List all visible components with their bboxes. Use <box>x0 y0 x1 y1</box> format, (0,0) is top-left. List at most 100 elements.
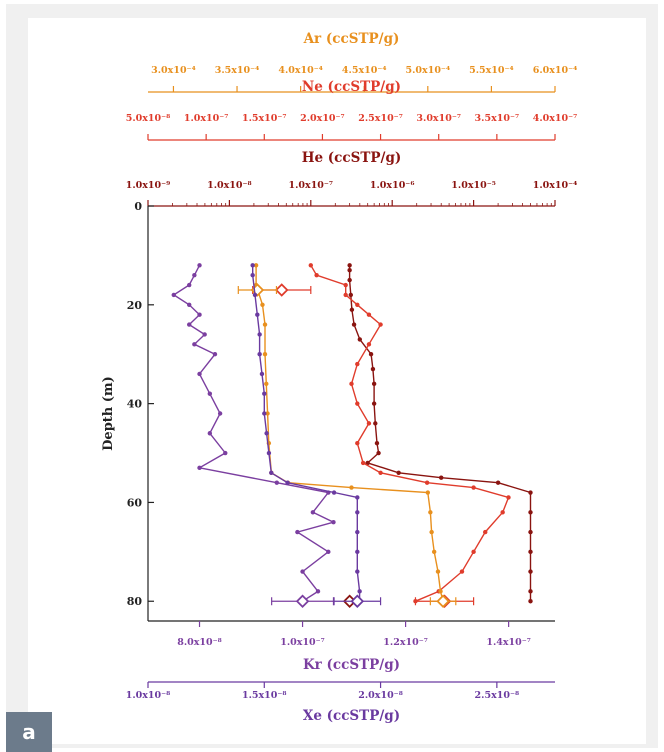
xe-data-point <box>264 431 269 436</box>
xe-data-point <box>331 490 337 495</box>
depth-axis-title: Depth (m) <box>101 376 116 451</box>
xe-data-point <box>262 391 267 396</box>
ar-tick-label: 3.0x10⁻⁴ <box>151 65 196 76</box>
ar-data-point <box>425 490 431 495</box>
ar-data-point <box>262 352 268 357</box>
he-data-point <box>374 440 380 446</box>
xe-data-point <box>285 480 290 485</box>
he-data-point <box>528 549 533 555</box>
kr-data-point <box>171 292 176 298</box>
kr-data-point <box>212 352 218 357</box>
xe-data-point <box>252 292 258 298</box>
kr-data-point <box>295 529 300 535</box>
he-data-point <box>351 322 357 327</box>
xe-data-point <box>357 589 362 594</box>
kr-data-point <box>326 549 331 555</box>
chart-panel: 3.0x10⁻⁴ 3.5x10⁻⁴ 4.0x10⁻⁴ 4.5x10⁻⁴ 5.0x10⁻⁴… <box>28 18 646 744</box>
he-data-point <box>368 352 374 357</box>
ar-data-point <box>428 510 433 515</box>
he-data-point <box>528 529 533 535</box>
kr-data-point <box>223 450 228 456</box>
he-data-point <box>365 460 370 466</box>
ne-data-point <box>366 312 372 317</box>
ne-data-point <box>355 361 360 367</box>
ar-axis-title: Ar (ccSTP/g) <box>303 31 400 47</box>
he-data-point <box>528 589 533 594</box>
xe-tick-label: 2.0x10⁻⁸ <box>358 690 403 701</box>
he-data-point <box>528 599 533 604</box>
xe-mean-diamond <box>350 594 365 609</box>
ne-data-point <box>471 485 476 490</box>
kr-data-point <box>197 312 202 317</box>
kr-tick-label: 1.2x10⁻⁷ <box>383 637 428 648</box>
kr-data-point <box>197 263 202 268</box>
kr-tick-label: 8.0x10⁻⁸ <box>177 637 222 648</box>
ne-data-point <box>471 549 476 555</box>
depth-tick-label: 60 <box>127 496 143 509</box>
he-data-point <box>347 263 352 268</box>
xe-data-point <box>250 263 255 268</box>
ar-data-point <box>262 322 268 327</box>
kr-data-point <box>217 411 223 416</box>
kr-data-point <box>331 519 336 525</box>
ne-data-point <box>366 421 372 426</box>
kr-data-point <box>207 391 213 396</box>
xe-tick-label: 1.5x10⁻⁸ <box>242 690 287 701</box>
ne-data-point <box>308 263 313 268</box>
he-data-point <box>373 421 378 426</box>
xe-data-point <box>257 352 262 357</box>
depth-tick-label: 40 <box>127 398 143 411</box>
ne-tick-label: 5.0x10⁻⁸ <box>126 113 171 124</box>
ne-data-point <box>349 381 354 387</box>
kr-data-point <box>207 431 213 436</box>
kr-data-point <box>197 371 202 377</box>
he-data-point <box>347 268 352 273</box>
kr-data-point <box>192 272 197 278</box>
kr-data-point <box>187 322 192 327</box>
noble-gas-depth-chart: 3.0x10⁻⁴ 3.5x10⁻⁴ 4.0x10⁻⁴ 4.5x10⁻⁴ 5.0x10⁻⁴… <box>101 31 578 724</box>
ar-data-point <box>438 589 443 594</box>
ar-data-point <box>264 381 269 387</box>
xe-data-point <box>355 495 360 500</box>
ar-tick-label: 5.5x10⁻⁴ <box>469 65 514 76</box>
ar-data-point <box>431 549 437 555</box>
ne-data-point <box>366 342 372 347</box>
he-data-point <box>348 292 353 298</box>
he-data-point <box>357 337 363 342</box>
figure-frame: 3.0x10⁻⁴ 3.5x10⁻⁴ 4.0x10⁻⁴ 4.5x10⁻⁴ 5.0x10⁻⁴… <box>6 4 658 748</box>
ne-data-point <box>343 292 348 298</box>
kr-data-point <box>300 569 305 574</box>
xe-tick-label: 2.5x10⁻⁸ <box>475 690 520 701</box>
ne-tick-label: 3.5x10⁻⁷ <box>475 113 520 124</box>
kr-data-point <box>315 589 321 594</box>
ne-data-point <box>424 480 430 485</box>
xe-data-point <box>355 549 360 555</box>
kr-data-point <box>187 302 192 308</box>
kr-tick-label: 1.0x10⁻⁷ <box>280 637 325 648</box>
ne-data-point <box>378 322 383 327</box>
ne-data-point <box>378 470 383 475</box>
ne-mean-diamond <box>274 283 289 297</box>
xe-data-point <box>266 450 272 456</box>
he-profile-line <box>348 265 532 602</box>
ar-tick-label: 6.0x10⁻⁴ <box>533 65 578 76</box>
he-tick-label: 1.0x10⁻⁷ <box>289 180 334 191</box>
xe-data-point <box>257 332 262 337</box>
kr-data-point <box>202 332 207 337</box>
depth-tick-label: 80 <box>127 595 143 608</box>
xe-data-point <box>255 312 260 317</box>
kr-data-point <box>310 510 316 515</box>
ar-data-point <box>435 569 441 574</box>
kr-data-point <box>192 342 197 347</box>
ne-tick-label: 4.0x10⁻⁷ <box>533 113 578 124</box>
xe-data-point <box>355 529 360 535</box>
xe-data-point <box>250 272 255 278</box>
he-tick-label: 1.0x10⁻⁸ <box>207 180 252 191</box>
he-data-point <box>371 381 377 387</box>
he-data-point <box>347 277 352 283</box>
he-data-point <box>495 480 501 485</box>
depth-tick-label: 20 <box>127 299 143 312</box>
ne-tick-label: 1.0x10⁻⁷ <box>184 113 229 124</box>
ne-data-point <box>314 272 319 278</box>
ne-tick-label: 2.0x10⁻⁷ <box>300 113 345 124</box>
